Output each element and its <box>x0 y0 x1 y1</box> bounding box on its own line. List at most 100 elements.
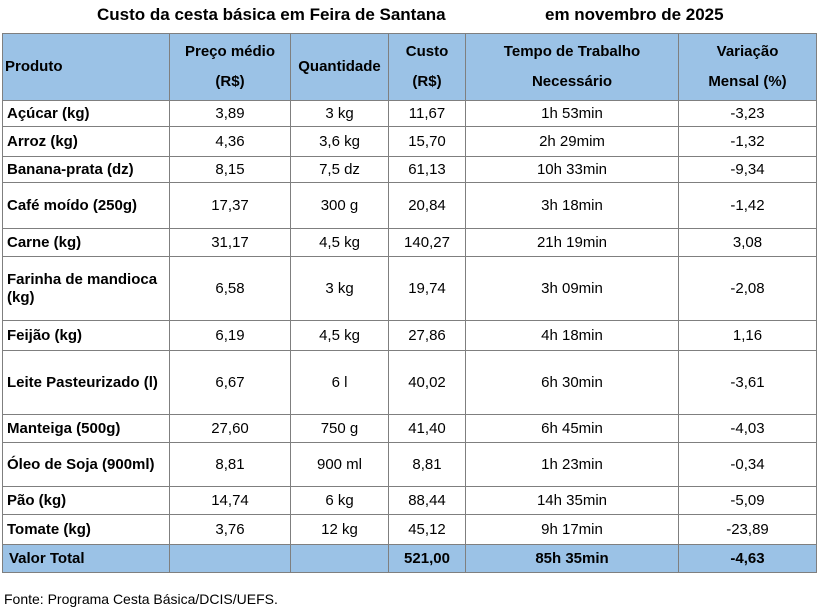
cell-tempo: 10h 33min <box>465 156 679 183</box>
header-custo-line2: (R$) <box>412 73 442 90</box>
total-variacao: -4,63 <box>678 544 817 573</box>
total-row: Valor Total 521,00 85h 35min -4,63 <box>2 544 817 573</box>
header-variacao: Variação Mensal (%) <box>678 33 817 101</box>
table-row: Carne (kg) 31,17 4,5 kg 140,27 21h 19min… <box>2 228 817 257</box>
cell-quantidade: 3,6 kg <box>290 126 389 157</box>
cell-quantidade: 300 g <box>290 182 389 229</box>
cell-tempo: 2h 29mim <box>465 126 679 157</box>
cell-tempo: 14h 35min <box>465 486 679 515</box>
cell-custo: 140,27 <box>388 228 466 257</box>
cell-quantidade: 3 kg <box>290 256 389 321</box>
cell-produto: Açúcar (kg) <box>2 100 170 127</box>
header-tempo-line1: Tempo de Trabalho <box>503 43 641 60</box>
cell-tempo: 4h 18min <box>465 320 679 351</box>
cell-preco: 3,76 <box>169 514 291 545</box>
cell-preco: 14,74 <box>169 486 291 515</box>
cell-custo: 11,67 <box>388 100 466 127</box>
table-row: Açúcar (kg) 3,89 3 kg 11,67 1h 53min -3,… <box>2 100 817 127</box>
cell-tempo: 1h 53min <box>465 100 679 127</box>
table-row: Banana-prata (dz) 8,15 7,5 dz 61,13 10h … <box>2 156 817 183</box>
header-preco: Preço médio (R$) <box>169 33 291 101</box>
cell-tempo: 1h 23min <box>465 442 679 487</box>
table-row: Feijão (kg) 6,19 4,5 kg 27,86 4h 18min 1… <box>2 320 817 351</box>
table-row: Leite Pasteurizado (l) 6,67 6 l 40,02 6h… <box>2 350 817 415</box>
cell-quantidade: 900 ml <box>290 442 389 487</box>
cell-produto: Leite Pasteurizado (l) <box>2 350 170 415</box>
cell-quantidade: 6 l <box>290 350 389 415</box>
header-variacao-line1: Variação <box>716 43 779 60</box>
cell-variacao: -3,23 <box>678 100 817 127</box>
cell-variacao: -23,89 <box>678 514 817 545</box>
cell-preco: 31,17 <box>169 228 291 257</box>
cell-quantidade: 4,5 kg <box>290 320 389 351</box>
cell-preco: 6,19 <box>169 320 291 351</box>
header-preco-line2: (R$) <box>215 73 245 90</box>
total-custo: 521,00 <box>388 544 466 573</box>
cell-variacao: -1,42 <box>678 182 817 229</box>
header-produto: Produto <box>2 33 170 101</box>
cell-preco: 17,37 <box>169 182 291 229</box>
header-custo-line1: Custo <box>405 43 449 60</box>
cell-custo: 61,13 <box>388 156 466 183</box>
cell-quantidade: 4,5 kg <box>290 228 389 257</box>
cell-preco: 8,15 <box>169 156 291 183</box>
cell-tempo: 3h 09min <box>465 256 679 321</box>
cell-tempo: 3h 18min <box>465 182 679 229</box>
title-main: Custo da cesta básica em Feira de Santan… <box>97 5 446 24</box>
source-note: Fonte: Programa Cesta Básica/DCIS/UEFS. <box>4 591 278 607</box>
cell-variacao: -5,09 <box>678 486 817 515</box>
header-tempo-line2: Necessário <box>531 73 613 90</box>
cell-quantidade: 750 g <box>290 414 389 443</box>
cell-custo: 15,70 <box>388 126 466 157</box>
cell-produto: Tomate (kg) <box>2 514 170 545</box>
header-quantidade: Quantidade <box>290 33 389 101</box>
cell-preco: 6,58 <box>169 256 291 321</box>
cell-variacao: -0,34 <box>678 442 817 487</box>
cell-tempo: 21h 19min <box>465 228 679 257</box>
header-preco-line1: Preço médio <box>184 43 276 60</box>
cell-variacao: -4,03 <box>678 414 817 443</box>
header-custo: Custo (R$) <box>388 33 466 101</box>
total-quantidade-empty <box>290 544 389 573</box>
cell-produto: Pão (kg) <box>2 486 170 515</box>
cell-produto: Óleo de Soja (900ml) <box>2 442 170 487</box>
cell-preco: 4,36 <box>169 126 291 157</box>
cell-tempo: 6h 45min <box>465 414 679 443</box>
table-row: Pão (kg) 14,74 6 kg 88,44 14h 35min -5,0… <box>2 486 817 515</box>
cell-custo: 27,86 <box>388 320 466 351</box>
total-preco-empty <box>169 544 291 573</box>
table-row: Farinha de mandioca (kg) 6,58 3 kg 19,74… <box>2 256 817 321</box>
cell-quantidade: 12 kg <box>290 514 389 545</box>
total-label: Valor Total <box>2 544 170 573</box>
table-row: Manteiga (500g) 27,60 750 g 41,40 6h 45m… <box>2 414 817 443</box>
cell-produto: Farinha de mandioca (kg) <box>2 256 170 321</box>
cell-custo: 45,12 <box>388 514 466 545</box>
table-row: Café moído (250g) 17,37 300 g 20,84 3h 1… <box>2 182 817 229</box>
header-tempo: Tempo de Trabalho Necessário <box>465 33 679 101</box>
cell-produto: Café moído (250g) <box>2 182 170 229</box>
basket-cost-table: Produto Preço médio (R$) Quantidade Cust… <box>2 33 817 573</box>
cell-custo: 20,84 <box>388 182 466 229</box>
cell-produto: Banana-prata (dz) <box>2 156 170 183</box>
cell-variacao: -2,08 <box>678 256 817 321</box>
table-row: Óleo de Soja (900ml) 8,81 900 ml 8,81 1h… <box>2 442 817 487</box>
cell-variacao: -1,32 <box>678 126 817 157</box>
total-tempo: 85h 35min <box>465 544 679 573</box>
cell-custo: 40,02 <box>388 350 466 415</box>
cell-produto: Arroz (kg) <box>2 126 170 157</box>
cell-preco: 6,67 <box>169 350 291 415</box>
cell-variacao: 3,08 <box>678 228 817 257</box>
title-period: em novembro de 2025 <box>545 5 724 24</box>
cell-quantidade: 3 kg <box>290 100 389 127</box>
cell-preco: 27,60 <box>169 414 291 443</box>
cell-produto: Feijão (kg) <box>2 320 170 351</box>
cell-custo: 19,74 <box>388 256 466 321</box>
cell-custo: 88,44 <box>388 486 466 515</box>
cell-variacao: -3,61 <box>678 350 817 415</box>
cell-produto: Manteiga (500g) <box>2 414 170 443</box>
cell-variacao: 1,16 <box>678 320 817 351</box>
cell-custo: 41,40 <box>388 414 466 443</box>
cell-quantidade: 7,5 dz <box>290 156 389 183</box>
cell-tempo: 9h 17min <box>465 514 679 545</box>
cell-tempo: 6h 30min <box>465 350 679 415</box>
